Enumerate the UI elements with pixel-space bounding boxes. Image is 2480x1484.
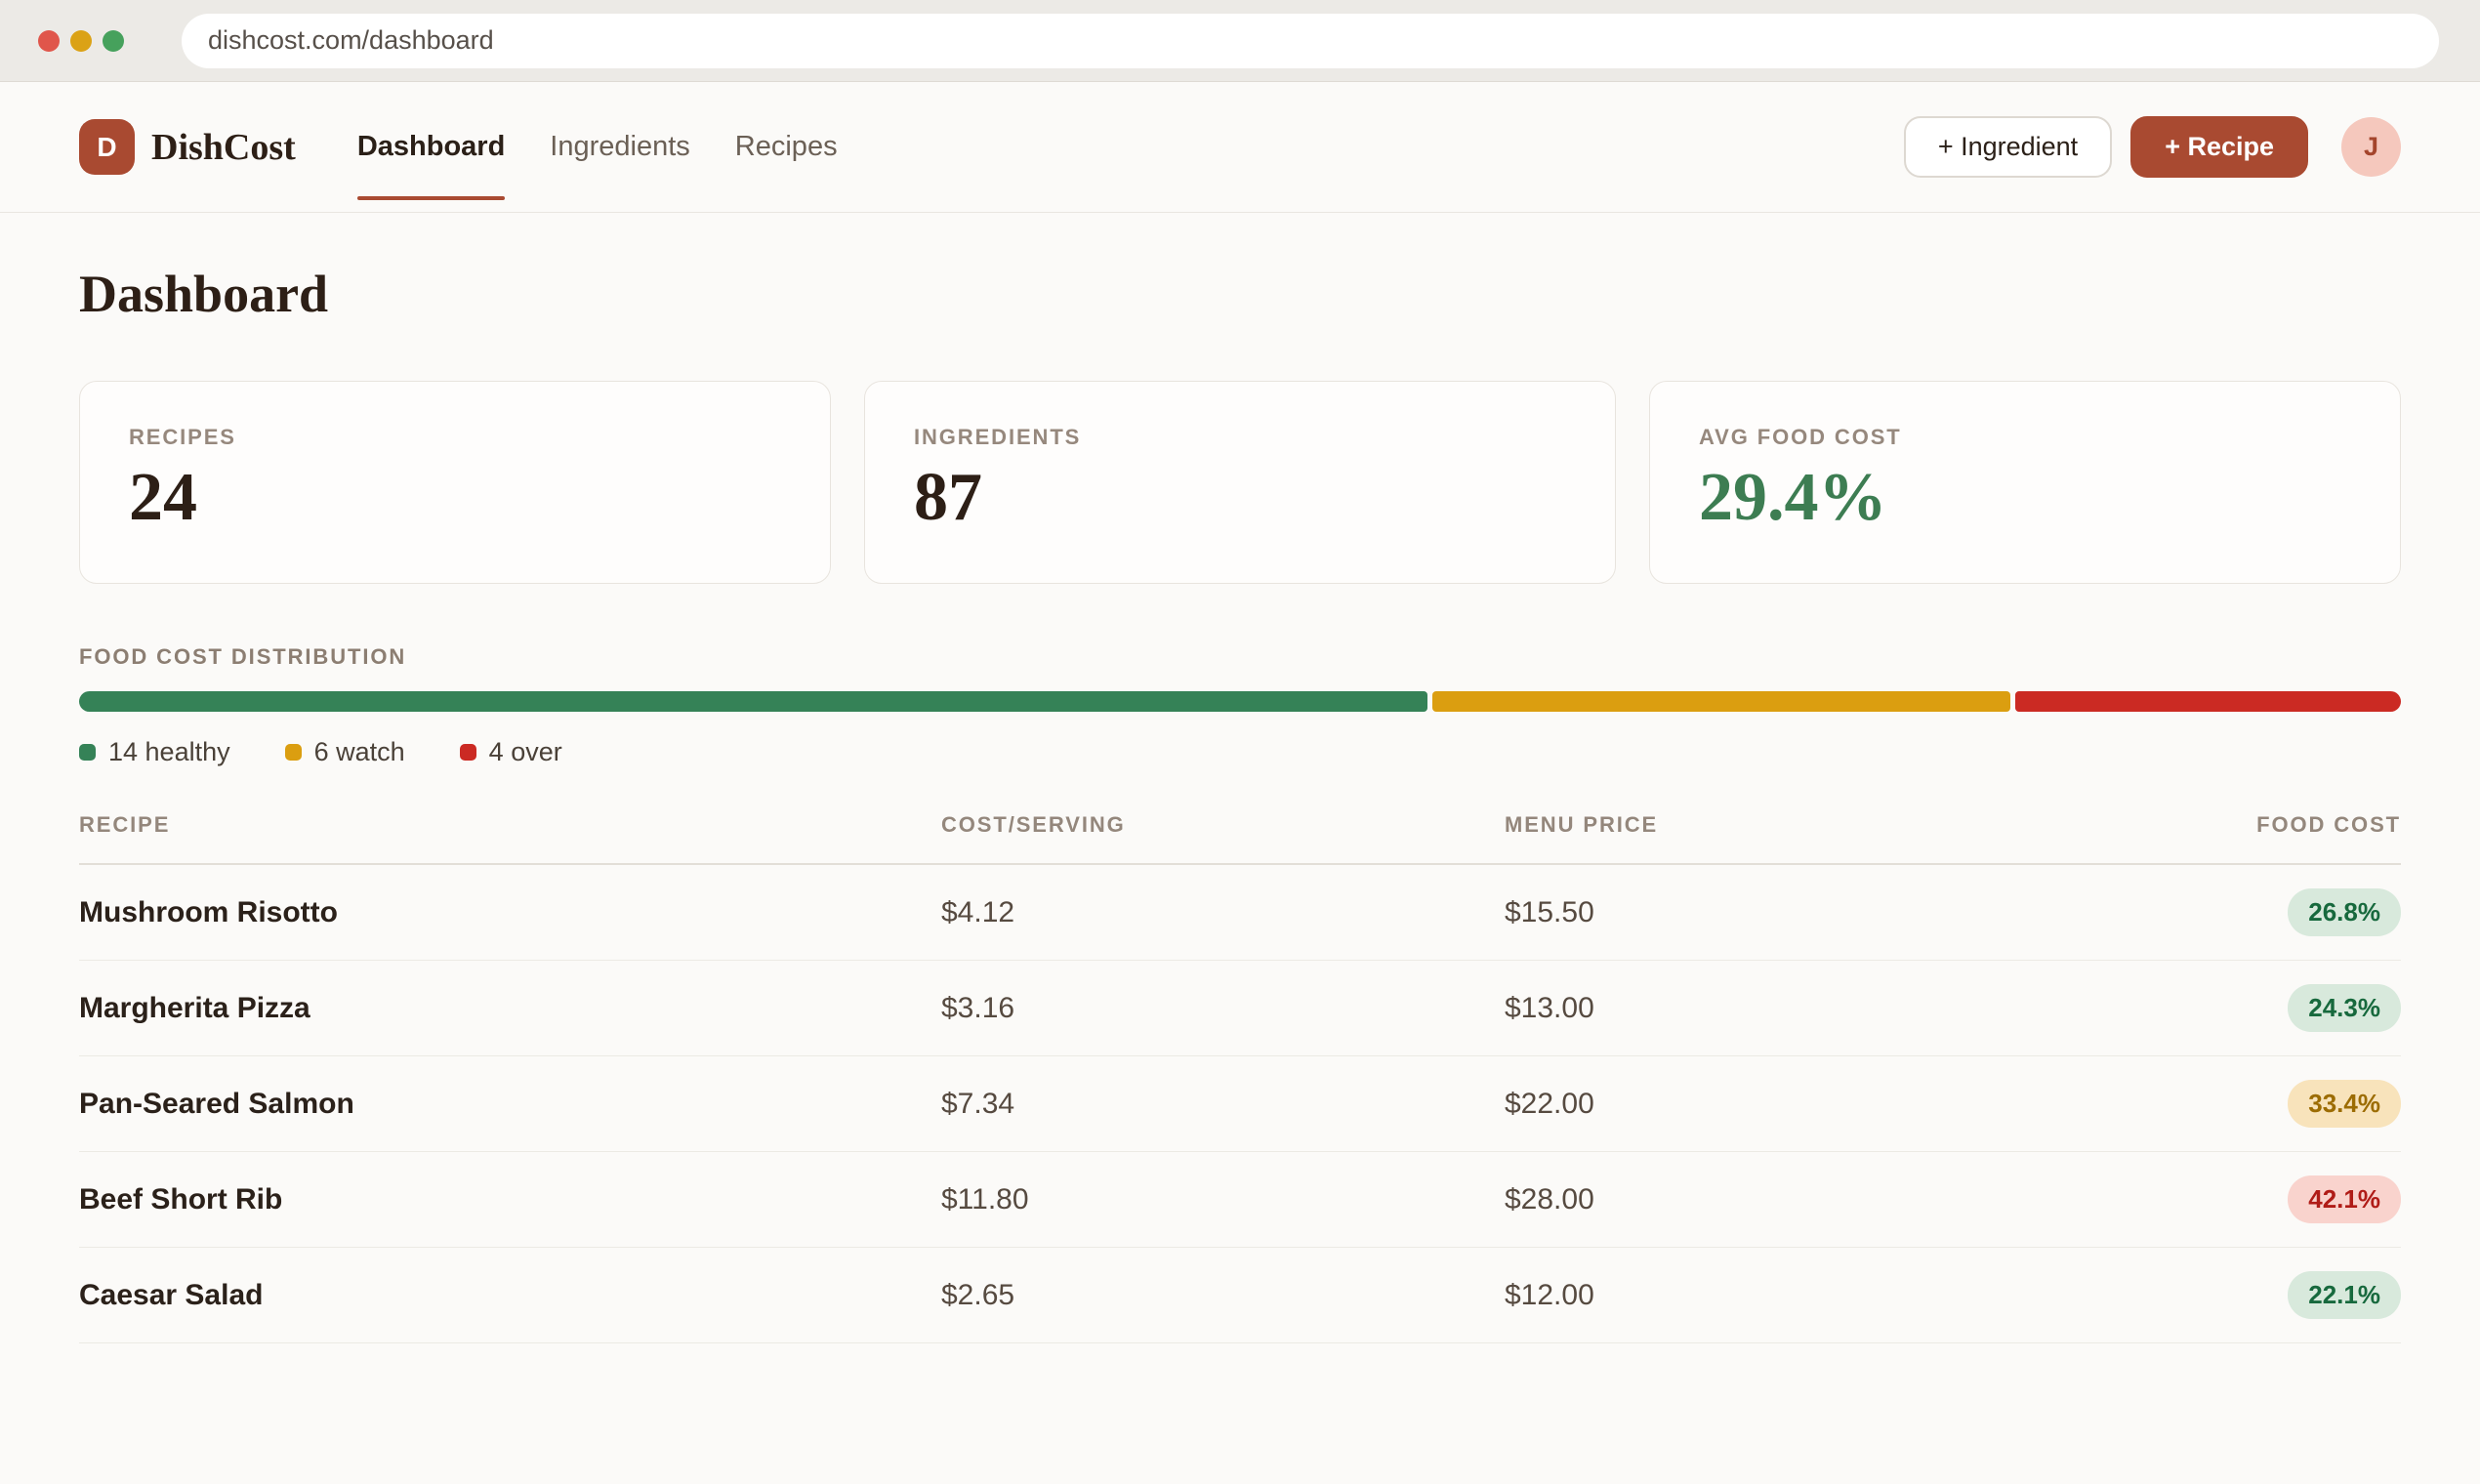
table-header-row: RECIPE COST/SERVING MENU PRICE FOOD COST <box>79 812 2401 865</box>
nav-item-recipes[interactable]: Recipes <box>734 131 838 162</box>
column-header-recipe: RECIPE <box>79 812 171 837</box>
recipes-table: RECIPE COST/SERVING MENU PRICE FOOD COST… <box>79 812 2401 1343</box>
window-controls <box>38 29 124 52</box>
table-row[interactable]: Caesar Salad $2.65 $12.00 22.1% <box>79 1248 2401 1343</box>
maximize-button[interactable] <box>103 29 124 52</box>
stat-value-avg-food-cost: 29.4% <box>1699 460 1887 535</box>
menu-price: $22.00 <box>1505 1087 1594 1120</box>
user-avatar[interactable]: J <box>2341 117 2401 177</box>
add-ingredient-button[interactable]: + Ingredient <box>1903 116 2113 178</box>
add-recipe-button[interactable]: + Recipe <box>2130 116 2308 178</box>
dashboard-main: Dashboard RECIPES 24 INGREDIENTS 87 AVG … <box>0 264 2480 1343</box>
column-header-cost-serving: COST/SERVING <box>941 812 1126 837</box>
column-header-food-cost: FOOD COST <box>2256 812 2401 837</box>
distribution-bar <box>79 691 2401 712</box>
nav-item-ingredients[interactable]: Ingredients <box>550 131 690 162</box>
brand-wordmark: DishCost <box>151 126 296 168</box>
food-cost-badge: 33.4% <box>2288 1079 2401 1129</box>
header-actions: + Ingredient + Recipe J <box>1903 116 2401 178</box>
stat-value-recipes: 24 <box>129 460 197 535</box>
legend-item-healthy: 14 healthy <box>79 737 230 767</box>
stat-card-avg-food-cost: AVG FOOD COST 29.4% <box>1649 381 2401 584</box>
menu-price: $15.50 <box>1505 895 1594 928</box>
distribution-legend: 14 healthy 6 watch 4 over <box>79 737 2401 767</box>
food-cost-badge: 42.1% <box>2288 1175 2401 1224</box>
app-logo: D <box>79 119 135 175</box>
stat-value-ingredients: 87 <box>914 460 982 535</box>
cost-per-serving: $7.34 <box>941 1087 1015 1120</box>
distribution-segment-over <box>2015 691 2401 712</box>
legend-swatch-over <box>459 744 476 761</box>
recipe-name: Mushroom Risotto <box>79 895 338 928</box>
nav-item-dashboard[interactable]: Dashboard <box>356 82 506 212</box>
menu-price: $13.00 <box>1505 991 1594 1024</box>
distribution-segment-watch <box>1432 691 2011 712</box>
table-row[interactable]: Mushroom Risotto $4.12 $15.50 26.8% <box>79 865 2401 961</box>
close-button[interactable] <box>38 29 60 52</box>
cost-per-serving: $3.16 <box>941 991 1015 1024</box>
recipe-name: Caesar Salad <box>79 1278 264 1311</box>
recipe-name: Margherita Pizza <box>79 991 310 1024</box>
legend-item-over: 4 over <box>459 737 562 767</box>
menu-price: $28.00 <box>1505 1182 1594 1216</box>
url-text: dishcost.com/dashboard <box>208 25 494 55</box>
legend-swatch-watch <box>284 744 302 761</box>
minimize-button[interactable] <box>70 29 92 52</box>
food-cost-badge: 22.1% <box>2288 1270 2401 1320</box>
stat-label: INGREDIENTS <box>914 425 1082 449</box>
stat-card-recipes: RECIPES 24 <box>79 381 831 584</box>
legend-item-watch: 6 watch <box>284 737 405 767</box>
legend-label: 4 over <box>488 737 562 766</box>
stat-card-ingredients: INGREDIENTS 87 <box>864 381 1616 584</box>
stat-cards: RECIPES 24 INGREDIENTS 87 AVG FOOD COST … <box>79 381 2401 584</box>
legend-label: 6 watch <box>313 737 405 766</box>
cost-per-serving: $11.80 <box>941 1182 1029 1216</box>
recipe-name: Pan-Seared Salmon <box>79 1087 354 1120</box>
menu-price: $12.00 <box>1505 1278 1594 1311</box>
main-nav: Dashboard Ingredients Recipes <box>356 82 838 212</box>
recipe-name: Beef Short Rib <box>79 1182 283 1216</box>
food-cost-badge: 24.3% <box>2288 983 2401 1033</box>
column-header-menu-price: MENU PRICE <box>1505 812 1659 837</box>
brand[interactable]: D DishCost <box>79 119 296 175</box>
legend-swatch-healthy <box>79 744 96 761</box>
table-row[interactable]: Margherita Pizza $3.16 $13.00 24.3% <box>79 961 2401 1056</box>
stat-label: RECIPES <box>129 425 236 449</box>
avatar-initial: J <box>2363 132 2379 161</box>
cost-per-serving: $4.12 <box>941 895 1015 928</box>
url-bar[interactable]: dishcost.com/dashboard <box>182 13 2439 68</box>
food-cost-badge: 26.8% <box>2288 887 2401 937</box>
distribution-label: FOOD COST DISTRIBUTION <box>79 644 407 669</box>
app-header: D DishCost Dashboard Ingredients Recipes… <box>0 82 2480 213</box>
browser-chrome: dishcost.com/dashboard <box>0 0 2480 82</box>
logo-letter: D <box>97 131 117 162</box>
cost-per-serving: $2.65 <box>941 1278 1015 1311</box>
legend-label: 14 healthy <box>108 737 230 766</box>
stat-label: AVG FOOD COST <box>1699 425 1902 449</box>
table-row[interactable]: Pan-Seared Salmon $7.34 $22.00 33.4% <box>79 1056 2401 1152</box>
table-row[interactable]: Beef Short Rib $11.80 $28.00 42.1% <box>79 1152 2401 1248</box>
distribution-segment-healthy <box>79 691 1428 712</box>
page-title: Dashboard <box>79 265 329 323</box>
food-cost-distribution: FOOD COST DISTRIBUTION 14 healthy 6 watc… <box>79 644 2401 767</box>
